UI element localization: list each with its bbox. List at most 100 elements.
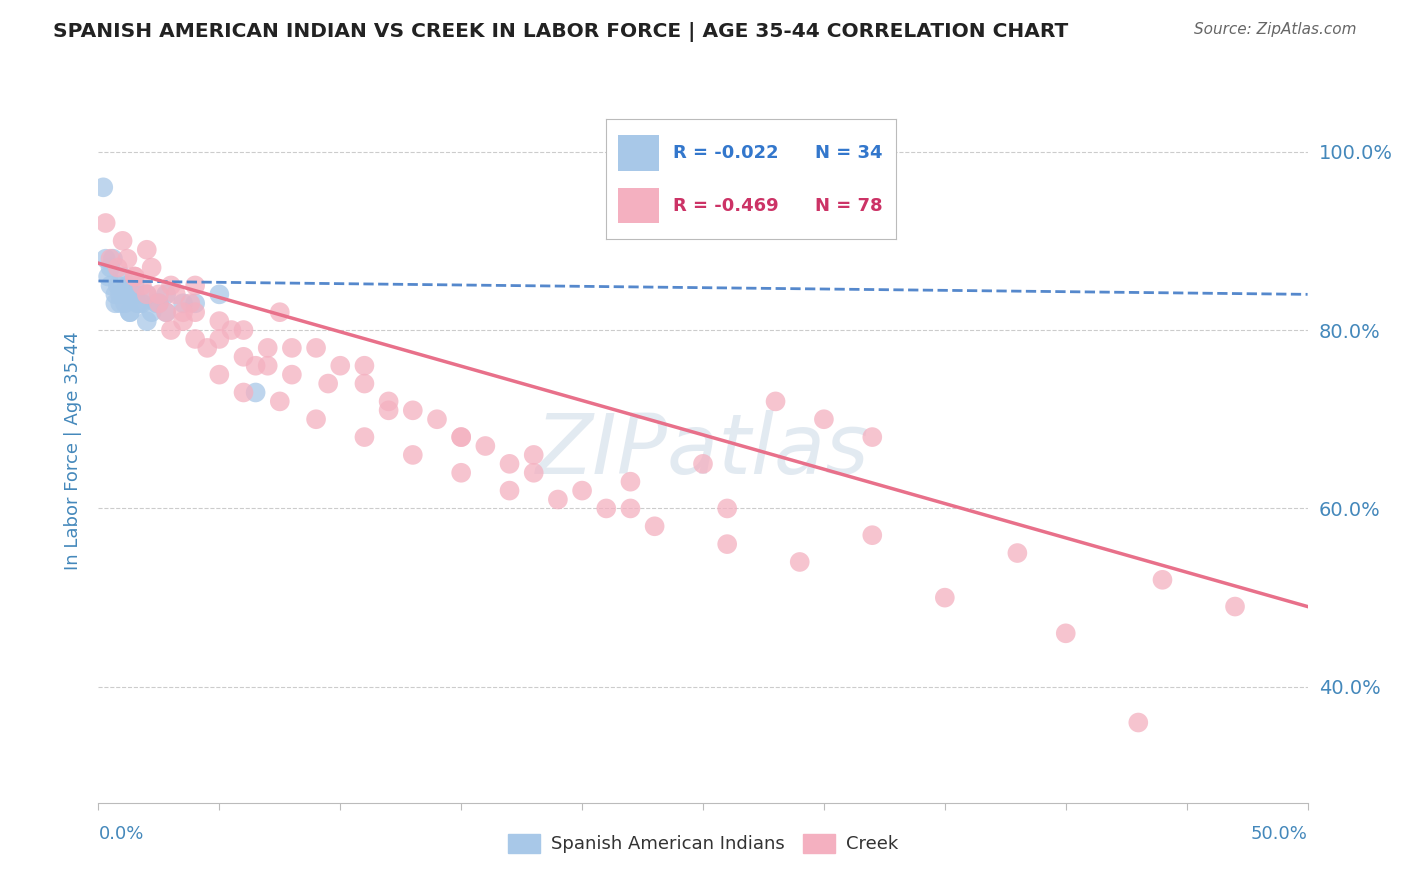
Point — [208, 314, 231, 328]
Point — [121, 287, 143, 301]
Point — [221, 323, 243, 337]
Point — [1007, 546, 1029, 560]
Point — [1152, 573, 1174, 587]
Point — [141, 305, 163, 319]
Point — [135, 243, 157, 257]
Point — [232, 385, 254, 400]
Point — [155, 305, 177, 319]
Point — [107, 260, 129, 275]
Y-axis label: In Labor Force | Age 35-44: In Labor Force | Age 35-44 — [63, 331, 82, 570]
Legend: Spanish American Indians, Creek: Spanish American Indians, Creek — [501, 827, 905, 861]
Point — [353, 376, 375, 391]
Point — [184, 305, 207, 319]
Point — [135, 287, 157, 301]
Point — [305, 341, 328, 355]
Point — [94, 252, 117, 266]
Point — [118, 305, 141, 319]
Point — [97, 269, 120, 284]
Point — [155, 287, 177, 301]
Point — [104, 296, 127, 310]
Point — [644, 519, 666, 533]
Point — [108, 287, 131, 301]
Point — [124, 269, 146, 284]
Point — [101, 252, 124, 266]
Point — [107, 278, 129, 293]
Point — [131, 296, 153, 310]
Point — [716, 501, 738, 516]
Point — [353, 430, 375, 444]
Point — [619, 475, 641, 489]
Point — [160, 323, 183, 337]
Point — [305, 412, 328, 426]
Point — [281, 368, 304, 382]
Point — [91, 180, 114, 194]
Point — [94, 216, 117, 230]
Text: Source: ZipAtlas.com: Source: ZipAtlas.com — [1194, 22, 1357, 37]
Point — [256, 359, 278, 373]
Text: 50.0%: 50.0% — [1251, 825, 1308, 843]
Point — [184, 332, 207, 346]
Point — [281, 341, 304, 355]
Point — [765, 394, 787, 409]
Point — [269, 305, 291, 319]
Point — [124, 278, 146, 293]
Point — [104, 287, 127, 301]
Point — [141, 260, 163, 275]
Point — [100, 260, 122, 275]
Point — [523, 448, 546, 462]
Point — [716, 537, 738, 551]
Point — [111, 234, 134, 248]
Point — [1223, 599, 1246, 614]
Point — [172, 296, 194, 310]
Point — [184, 278, 207, 293]
Point — [111, 269, 134, 284]
Point — [124, 269, 146, 284]
Point — [100, 278, 122, 293]
Point — [165, 287, 187, 301]
Point — [498, 483, 520, 498]
Point — [160, 278, 183, 293]
Point — [571, 483, 593, 498]
Point — [145, 296, 167, 310]
Point — [450, 430, 472, 444]
Point — [1054, 626, 1077, 640]
Point — [118, 305, 141, 319]
Text: 0.0%: 0.0% — [98, 825, 143, 843]
Point — [135, 314, 157, 328]
Point — [523, 466, 546, 480]
Point — [860, 528, 883, 542]
Point — [450, 466, 472, 480]
Point — [108, 296, 131, 310]
Point — [100, 252, 122, 266]
Point — [148, 296, 170, 310]
Point — [329, 359, 352, 373]
Point — [232, 323, 254, 337]
Point — [114, 287, 136, 301]
Point — [195, 341, 218, 355]
Point — [127, 296, 149, 310]
Point — [155, 305, 177, 319]
Point — [117, 278, 139, 293]
Point — [208, 287, 231, 301]
Point — [619, 501, 641, 516]
Point — [426, 412, 449, 426]
Point — [353, 359, 375, 373]
Point — [245, 385, 267, 400]
Point — [692, 457, 714, 471]
Point — [377, 403, 399, 417]
Point — [402, 403, 425, 417]
Point — [402, 448, 425, 462]
Text: SPANISH AMERICAN INDIAN VS CREEK IN LABOR FORCE | AGE 35-44 CORRELATION CHART: SPANISH AMERICAN INDIAN VS CREEK IN LABO… — [53, 22, 1069, 42]
Point — [124, 287, 146, 301]
Point — [148, 296, 170, 310]
Point — [172, 314, 194, 328]
Point — [208, 368, 231, 382]
Point — [184, 296, 207, 310]
Point — [474, 439, 496, 453]
Point — [316, 376, 339, 391]
Text: ZIPatlas: ZIPatlas — [536, 410, 870, 491]
Point — [498, 457, 520, 471]
Point — [114, 296, 136, 310]
Point — [595, 501, 617, 516]
Point — [208, 332, 231, 346]
